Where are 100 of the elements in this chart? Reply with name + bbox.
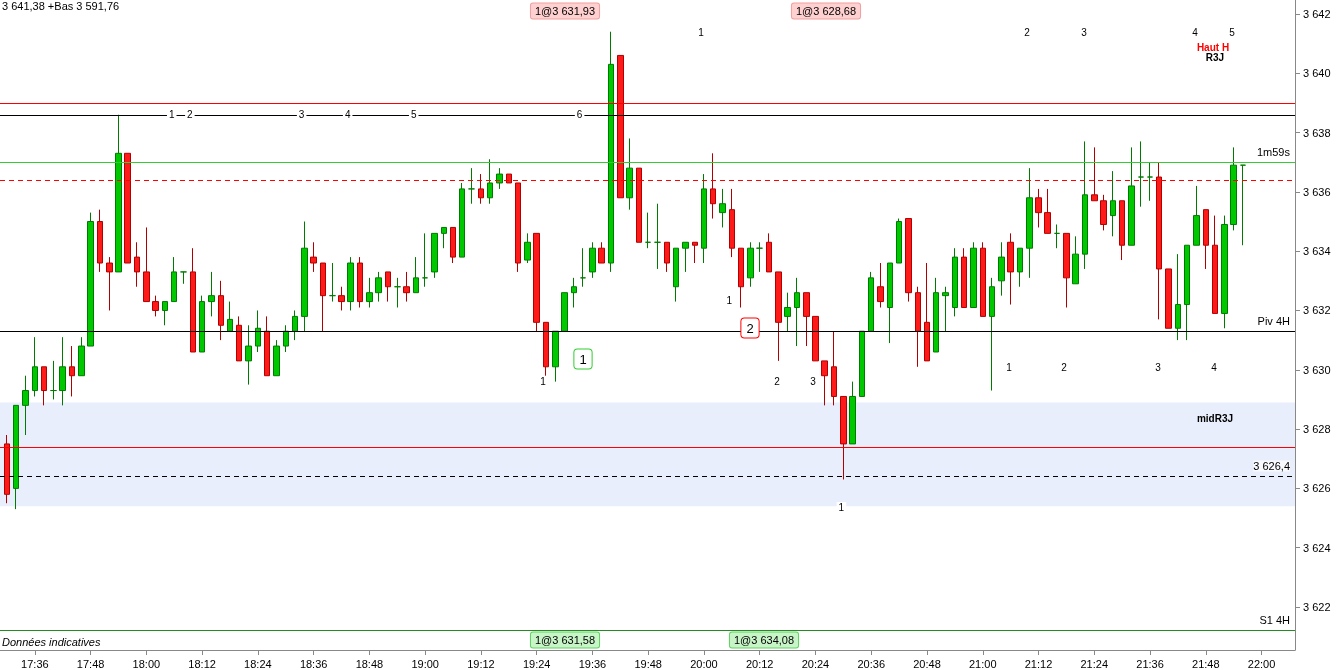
candlestick — [1230, 146, 1237, 231]
candlestick — [812, 315, 819, 362]
y-tick-label: 3 634 — [1303, 245, 1331, 258]
annotation: 1 — [698, 26, 705, 38]
annotation: 3 — [1155, 361, 1162, 373]
ref-line-label: Piv 4H — [1257, 314, 1291, 327]
candlestick — [692, 241, 698, 264]
annotation: 3 — [810, 375, 817, 387]
candlestick — [1128, 146, 1135, 246]
candlestick — [1156, 161, 1162, 320]
y-tick-label: 3 638 — [1303, 126, 1331, 139]
candlestick — [87, 212, 94, 347]
candlestick — [896, 218, 902, 264]
candlestick — [1165, 268, 1172, 329]
candlestick — [32, 336, 38, 397]
candlestick — [933, 277, 939, 353]
candlestick — [794, 277, 800, 347]
candlestick — [171, 256, 177, 303]
candlestick — [338, 286, 345, 311]
candlestick — [1091, 146, 1098, 202]
candlestick — [301, 221, 308, 332]
candlestick — [1119, 200, 1125, 261]
candlestick — [1203, 209, 1209, 270]
candlestick — [840, 395, 847, 480]
candlestick — [747, 241, 754, 288]
candlestick — [1007, 232, 1014, 306]
annotation: 1 — [838, 502, 845, 514]
candlestick — [1100, 194, 1107, 231]
candlestick — [4, 434, 10, 504]
candlestick — [22, 375, 29, 436]
annotation: 2 — [774, 375, 781, 387]
candlestick — [13, 404, 19, 510]
candlestick — [1184, 244, 1190, 341]
annotation: 3 641,38 +Bas 3 591,76 — [2, 0, 120, 12]
candlestick — [264, 315, 270, 377]
annotation: 1 — [579, 351, 587, 367]
candlestick — [468, 167, 475, 205]
y-tick-label: 3 640 — [1303, 67, 1331, 80]
candlestick — [682, 241, 689, 273]
candlestick — [868, 271, 874, 332]
annotation: 2 — [1061, 361, 1068, 373]
candlestick — [617, 54, 624, 199]
candlestick — [533, 232, 540, 332]
y-tick-label: 3 642 — [1303, 7, 1331, 20]
candlestick — [69, 345, 75, 397]
candlestick — [654, 203, 661, 270]
candlestick — [1035, 188, 1042, 228]
candlestick — [255, 309, 261, 353]
candlestick — [459, 182, 465, 258]
candlestick — [729, 188, 735, 258]
candlestick — [1026, 167, 1033, 279]
candlestick — [403, 271, 410, 303]
candlestick — [952, 247, 958, 317]
annotation: 4 — [1192, 26, 1199, 38]
annotation: 5 — [1229, 26, 1236, 38]
candlestick — [849, 381, 856, 445]
candlestick — [283, 324, 289, 353]
candlestick — [942, 286, 949, 332]
x-tick-label: 19:48 — [634, 657, 662, 670]
candlestick — [329, 262, 336, 303]
annotation: 3 — [298, 109, 305, 121]
annotation: 1@3 634,08 — [733, 634, 795, 646]
annotation: 6 — [576, 109, 583, 121]
x-tick-label: 18:24 — [244, 657, 272, 670]
annotation: 4 — [344, 109, 351, 121]
candlestick — [227, 301, 233, 332]
candlestick — [1082, 140, 1088, 270]
candlestick — [821, 360, 828, 406]
candlestick — [905, 218, 912, 303]
candlestick — [218, 280, 224, 341]
candlestick — [59, 336, 66, 406]
annotation: 1 — [168, 109, 175, 121]
candlestick — [357, 256, 363, 308]
candlestick — [236, 315, 242, 362]
x-tick-label: 20:00 — [690, 657, 718, 670]
candlestick — [1138, 140, 1144, 208]
candlestick — [524, 232, 531, 264]
candlestick — [989, 277, 995, 392]
annotation: midR3J — [1196, 412, 1234, 424]
candlestick — [1017, 247, 1023, 288]
candlestick — [924, 262, 930, 362]
candlestick — [208, 271, 215, 317]
candlestick — [775, 271, 782, 362]
candlestick — [1044, 188, 1051, 234]
candlestick — [41, 366, 47, 406]
candlestick — [413, 256, 419, 294]
candlestick — [589, 241, 596, 279]
candlestick — [915, 286, 921, 368]
annotation: 3 — [1081, 26, 1088, 38]
x-tick-label: 20:12 — [745, 657, 774, 670]
candlestick — [543, 321, 549, 377]
annotation: 1@3 631,93 — [534, 5, 596, 17]
x-tick-label: 18:00 — [132, 657, 161, 670]
candlestick — [106, 256, 113, 311]
candlestick — [347, 256, 354, 311]
candlestick — [478, 173, 484, 205]
x-tick-label: 17:48 — [76, 657, 105, 670]
candlestick — [1240, 164, 1246, 246]
annotation: 1 — [1006, 361, 1013, 373]
candlestick — [431, 232, 438, 279]
